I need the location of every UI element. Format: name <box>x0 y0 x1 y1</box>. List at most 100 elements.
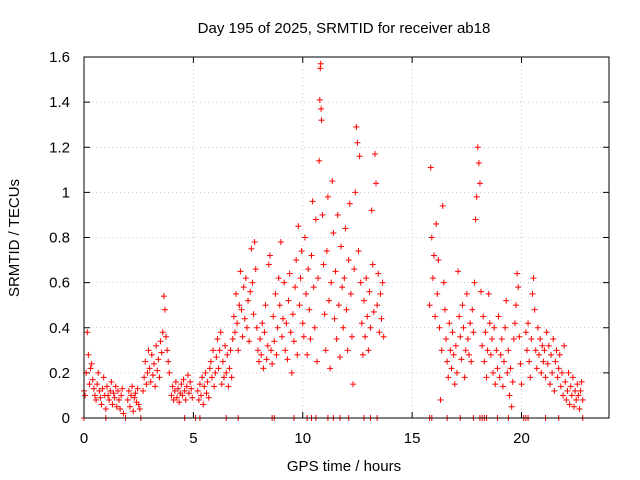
data-point <box>146 365 153 372</box>
data-point <box>544 360 551 367</box>
data-point <box>326 297 332 304</box>
data-point <box>444 358 451 365</box>
data-point <box>437 396 444 403</box>
data-point <box>241 315 248 322</box>
data-point <box>464 336 471 343</box>
data-point <box>522 329 529 336</box>
data-point <box>125 387 132 394</box>
data-point <box>200 401 207 408</box>
data-point <box>152 383 159 390</box>
data-point <box>277 239 284 246</box>
data-point <box>438 347 445 354</box>
data-point <box>545 342 552 349</box>
data-point <box>308 252 315 259</box>
data-point <box>251 239 258 246</box>
data-point <box>459 302 466 309</box>
data-point <box>345 257 352 264</box>
data-point <box>466 351 472 358</box>
y-tick-label: 0.2 <box>49 365 70 382</box>
data-point <box>376 329 383 336</box>
data-point <box>196 381 203 388</box>
data-point <box>141 374 148 381</box>
data-point <box>487 351 494 358</box>
data-point <box>234 320 241 327</box>
data-point <box>223 369 230 376</box>
data-point <box>542 374 549 381</box>
data-point <box>258 351 265 358</box>
y-tick-labels: 0 0.2 0.4 0.6 0.8 1 1.2 1.4 1.6 <box>49 49 70 427</box>
data-point <box>534 324 541 331</box>
data-point <box>111 394 118 401</box>
data-point <box>353 123 360 130</box>
data-point <box>509 378 516 385</box>
data-point <box>86 381 93 388</box>
data-point <box>448 365 455 372</box>
data-point <box>238 306 245 313</box>
data-point <box>436 324 443 331</box>
data-point <box>571 403 577 410</box>
data-point <box>260 365 267 372</box>
data-point <box>511 320 518 327</box>
data-point <box>96 387 103 394</box>
data-point <box>160 293 167 300</box>
data-point <box>513 302 520 309</box>
data-point <box>365 347 372 354</box>
data-point <box>463 290 470 297</box>
data-point <box>525 320 532 327</box>
data-point <box>574 381 581 388</box>
data-point <box>201 383 208 390</box>
data-point <box>549 369 556 376</box>
data-point <box>168 392 175 399</box>
data-point <box>375 270 382 277</box>
data-point <box>327 365 334 372</box>
data-point <box>495 313 502 320</box>
data-point <box>564 387 571 394</box>
data-point <box>315 275 322 282</box>
y-tick-label: 0.4 <box>49 320 70 337</box>
data-point <box>374 302 381 309</box>
data-point <box>490 369 497 376</box>
data-point <box>488 336 495 343</box>
data-point <box>219 358 226 365</box>
data-point <box>131 394 138 401</box>
data-point <box>458 356 465 363</box>
data-point <box>518 381 525 388</box>
data-point <box>480 313 487 320</box>
data-point <box>565 369 572 376</box>
data-point <box>195 396 202 403</box>
data-point <box>502 324 509 331</box>
data-point <box>357 279 364 286</box>
data-point <box>144 369 151 376</box>
data-point <box>331 315 338 322</box>
data-point <box>573 396 580 403</box>
data-point <box>299 320 306 327</box>
data-point <box>575 392 582 399</box>
data-point <box>450 351 457 358</box>
data-point <box>517 360 524 367</box>
data-point <box>440 279 447 286</box>
y-tick-label: 0.6 <box>49 275 70 292</box>
data-point <box>537 336 544 343</box>
data-point <box>116 396 122 403</box>
data-point <box>281 279 288 286</box>
data-point <box>119 385 126 392</box>
data-point <box>284 356 291 363</box>
data-point <box>270 313 277 320</box>
data-point <box>221 374 227 381</box>
data-point <box>561 342 568 349</box>
data-point <box>432 313 439 320</box>
data-point <box>318 117 325 124</box>
data-point <box>225 383 232 390</box>
data-point <box>272 290 279 297</box>
data-point <box>114 387 121 394</box>
data-point <box>507 365 514 372</box>
data-point <box>486 320 493 327</box>
data-point <box>515 284 522 291</box>
data-point <box>275 275 282 282</box>
data-point <box>330 229 337 236</box>
data-point <box>179 392 186 399</box>
data-point <box>85 351 92 358</box>
data-point <box>237 268 244 275</box>
data-point <box>492 381 499 388</box>
x-tick-label: 0 <box>80 430 88 447</box>
